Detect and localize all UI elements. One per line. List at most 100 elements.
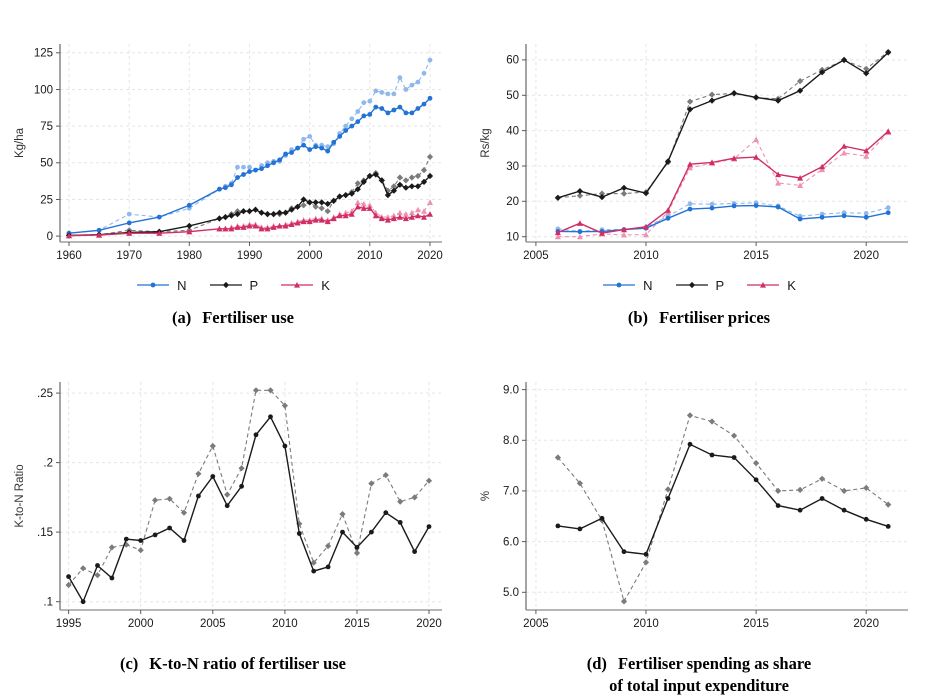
series-k-dashed <box>554 129 892 240</box>
svg-text:5.0: 5.0 <box>503 587 519 599</box>
svg-text:2010: 2010 <box>357 250 383 262</box>
y-axis-label: K-to-N Ratio <box>14 464 26 527</box>
legend-label-k: K <box>787 277 796 293</box>
svg-text:2010: 2010 <box>633 250 659 262</box>
caption-d-text: Fertiliser spending as share <box>617 654 812 673</box>
legend-label-p: P <box>249 277 259 293</box>
svg-text:8.0: 8.0 <box>503 435 519 447</box>
caption-a-text: Fertiliser use <box>202 308 295 327</box>
legend-item-n: N <box>602 277 653 293</box>
axes: 2005 2010 2015 2020 5.0 6.0 7.0 8.0 9.0% <box>480 382 908 630</box>
svg-text:25: 25 <box>40 194 53 206</box>
legend-label-n: N <box>177 277 187 293</box>
svg-text:50: 50 <box>40 158 53 170</box>
svg-text:1995: 1995 <box>56 618 82 630</box>
gridlines <box>526 44 908 242</box>
svg-text:2020: 2020 <box>853 250 879 262</box>
svg-text:2010: 2010 <box>272 618 298 630</box>
chart-a-plot: 1960 1970 1980 1990 2000 2010 2020 0 25 50 75 100 12… <box>10 34 456 272</box>
svg-text:40: 40 <box>506 125 519 137</box>
svg-text:7.0: 7.0 <box>503 486 519 498</box>
chart-d-caption: (d) Fertiliser spending as share of total… <box>587 653 811 698</box>
svg-text:2015: 2015 <box>743 250 769 262</box>
chart-b-caption: (b) Fertiliser prices <box>628 307 770 329</box>
legend-key-k-icon <box>747 282 780 288</box>
chart-d-plot: 2005 2010 2015 2020 5.0 6.0 7.0 8.0 9.0% <box>476 372 922 640</box>
caption-d-line1: (d) Fertiliser spending as share <box>587 653 811 675</box>
series-p-solid <box>65 171 434 239</box>
series-p-solid <box>554 49 892 201</box>
legend-key-p-icon <box>209 281 242 289</box>
svg-text:2005: 2005 <box>523 618 549 630</box>
svg-text:6.0: 6.0 <box>503 536 519 548</box>
chart-c-plot: 1995 2000 2005 2010 2015 2020 .1 .15 .2 .25 K-to-N… <box>10 372 456 640</box>
series-k-to-n-ratio-solid <box>66 414 432 605</box>
caption-c-tag: (c) <box>119 654 139 673</box>
series-n-dashed <box>555 200 891 234</box>
svg-text:1970: 1970 <box>116 250 142 262</box>
gridlines <box>60 44 442 242</box>
svg-text:100: 100 <box>34 84 53 96</box>
legend-item-n: N <box>136 277 187 293</box>
panel-b: 2005 2010 2015 2020 10 20 30 40 50 60 Rs/kg N P K (b… <box>466 0 932 350</box>
legend-label-n: N <box>643 277 653 293</box>
series-n-solid <box>555 203 891 235</box>
caption-a-tag: (a) <box>171 308 192 327</box>
series-k-to-n-ratio-dashed <box>65 387 433 589</box>
chart-a-caption: (a) Fertiliser use <box>172 307 294 329</box>
legend-item-p: P <box>209 277 259 293</box>
svg-text:1980: 1980 <box>177 250 203 262</box>
caption-b-text: Fertiliser prices <box>659 308 771 327</box>
svg-text:30: 30 <box>506 161 519 173</box>
svg-text:2005: 2005 <box>200 618 226 630</box>
legend-label-k: K <box>321 277 330 293</box>
svg-text:2010: 2010 <box>633 618 659 630</box>
caption-d-tag: (d) <box>586 654 607 673</box>
chart-c-canvas: 1995 2000 2005 2010 2015 2020 .1 .15 .2 .25 K-to-N… <box>14 382 442 630</box>
svg-text:2015: 2015 <box>743 618 769 630</box>
caption-d-line2: of total input expenditure <box>609 676 789 696</box>
svg-text:20: 20 <box>506 196 519 208</box>
legend-item-p: P <box>675 279 724 292</box>
legend-item-k: K <box>746 279 796 292</box>
svg-text:2020: 2020 <box>853 618 879 630</box>
series-k-solid <box>554 128 892 236</box>
svg-text:2005: 2005 <box>523 250 549 262</box>
chart-a-canvas: 1960 1970 1980 1990 2000 2010 2020 0 25 50 75 100 12… <box>14 44 443 262</box>
legend-key-n-icon <box>137 282 170 288</box>
svg-text:2015: 2015 <box>344 618 370 630</box>
legend-key-p-icon <box>675 281 708 289</box>
series-k-solid <box>66 203 433 239</box>
chart-c-caption: (c) K-to-N ratio of fertiliser use <box>120 653 346 675</box>
svg-text:.25: .25 <box>37 388 53 400</box>
svg-text:2020: 2020 <box>417 250 443 262</box>
svg-text:0: 0 <box>47 231 53 243</box>
svg-text:2000: 2000 <box>297 250 323 262</box>
series-fertiliser-spending-share-solid <box>555 441 891 557</box>
y-axis-label: % <box>480 491 492 501</box>
svg-text:1960: 1960 <box>56 250 82 262</box>
gridlines <box>60 382 442 610</box>
series-n-solid <box>66 95 433 236</box>
svg-text:1990: 1990 <box>237 250 263 262</box>
panel-d: 2005 2010 2015 2020 5.0 6.0 7.0 8.0 9.0% (d) Fert… <box>466 350 932 700</box>
svg-text:.2: .2 <box>43 457 53 469</box>
y-axis-label: Kg/ha <box>14 127 26 158</box>
svg-text:2020: 2020 <box>416 618 442 630</box>
chart-b-canvas: 2005 2010 2015 2020 10 20 30 40 50 60 Rs/kg <box>480 44 908 262</box>
svg-text:9.0: 9.0 <box>503 384 519 396</box>
axes: 1995 2000 2005 2010 2015 2020 .1 .15 .2 .25 K-to-N… <box>14 382 442 630</box>
gridlines <box>526 382 908 610</box>
svg-text:.1: .1 <box>43 597 53 609</box>
svg-text:.15: .15 <box>37 527 53 539</box>
panel-c: 1995 2000 2005 2010 2015 2020 .1 .15 .2 .25 K-to-N… <box>0 350 466 700</box>
axes: 2005 2010 2015 2020 10 20 30 40 50 60 Rs/kg <box>480 44 908 262</box>
legend-key-n-icon <box>603 282 636 288</box>
svg-text:2000: 2000 <box>128 618 154 630</box>
chart-d-canvas: 2005 2010 2015 2020 5.0 6.0 7.0 8.0 9.0% <box>480 382 908 630</box>
svg-text:60: 60 <box>506 55 519 67</box>
svg-text:75: 75 <box>40 121 53 133</box>
